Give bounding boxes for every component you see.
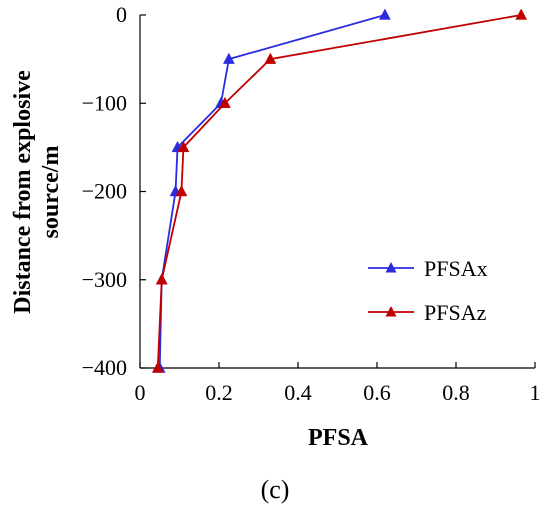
legend-label: PFSAx: [424, 256, 488, 281]
data-point: [177, 140, 190, 153]
x-tick-label: 0.6: [363, 380, 391, 405]
y-axis-title: Distance from explosive source/m: [10, 70, 64, 314]
x-axis-title: PFSA: [308, 425, 369, 451]
legend-marker: [385, 262, 397, 273]
series-pfsaz: [151, 8, 528, 373]
x-tick-label: 0.2: [205, 380, 233, 405]
x-tick-label: 0.4: [284, 380, 312, 405]
data-point: [219, 96, 231, 108]
y-tick-label: −400: [82, 355, 127, 380]
x-axis-ticks: 0 0.2 0.4 0.6 0.8 1: [135, 362, 541, 405]
x-tick-label: 0.8: [442, 380, 470, 405]
legend-item-pfsaz: PFSAz: [368, 300, 487, 325]
y-tick-label: −100: [82, 90, 127, 115]
data-point: [515, 8, 528, 20]
data-point: [222, 52, 235, 64]
figure-caption: (c): [261, 475, 290, 504]
data-point: [155, 273, 168, 285]
y-tick-label: −300: [82, 267, 127, 292]
data-point: [264, 52, 277, 64]
y-tick-label: 0: [116, 2, 127, 27]
legend-marker: [385, 306, 397, 317]
legend: PFSAx PFSAz: [368, 256, 488, 325]
y-axis-title-line-2: source/m: [38, 146, 64, 239]
y-axis-ticks: 0 −100 −200 −300 −400: [82, 2, 146, 380]
x-tick-label: 0: [135, 380, 146, 405]
series-line-pfsax: [158, 14, 386, 369]
data-point: [151, 361, 164, 373]
legend-label: PFSAz: [424, 300, 487, 325]
legend-item-pfsax: PFSAx: [368, 256, 488, 281]
series-layer: [151, 8, 528, 373]
data-point: [378, 8, 391, 20]
data-point: [175, 185, 188, 197]
x-tick-label: 1: [530, 380, 541, 405]
y-tick-label: −200: [82, 179, 127, 204]
y-axis-title-line-1: Distance from explosive: [10, 70, 36, 314]
